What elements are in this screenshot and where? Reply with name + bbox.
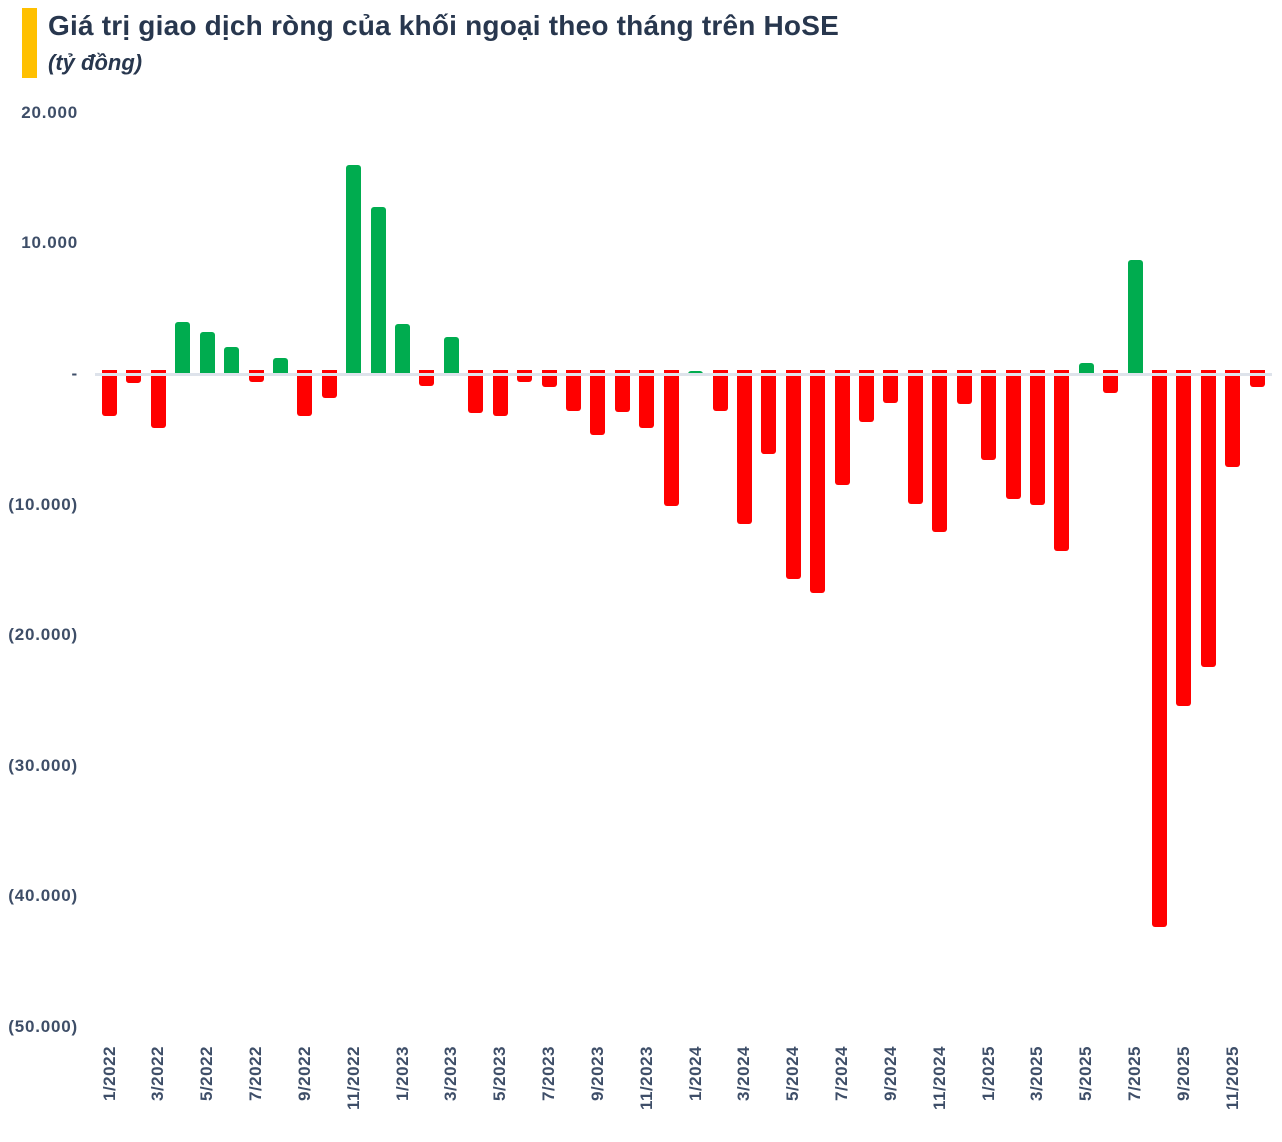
x-tick-label: 7/2022	[246, 1046, 266, 1101]
bar-9/2023	[590, 370, 606, 436]
bar-4/2022	[175, 321, 191, 376]
bar-4/2025	[1054, 370, 1070, 551]
x-tick-label: 7/2024	[832, 1046, 852, 1101]
x-tick-label: 5/2025	[1076, 1046, 1096, 1101]
x-tick-label: 3/2025	[1027, 1046, 1047, 1101]
x-tick-label: 11/2022	[343, 1046, 363, 1111]
bar-5/2022	[199, 332, 215, 376]
bar-8/2024	[859, 370, 875, 423]
zero-axis-line	[95, 373, 1272, 376]
bar-9/2022	[297, 370, 313, 416]
chart-title: Giá trị giao dịch ròng của khối ngoại th…	[48, 10, 839, 41]
bar-2/2024	[712, 370, 728, 412]
bar-12/2024	[956, 370, 972, 405]
bar-9/2025	[1176, 370, 1192, 706]
x-tick-label: 9/2025	[1173, 1046, 1193, 1101]
x-tick-label: 1/2022	[99, 1046, 119, 1101]
bar-5/2023	[492, 370, 508, 417]
x-tick-label: 3/2024	[734, 1046, 754, 1101]
bar-2/2025	[1005, 370, 1021, 500]
bar-11/2024	[932, 370, 948, 533]
y-tick-label: (20.000)	[8, 625, 78, 645]
bar-10/2023	[614, 370, 630, 412]
bar-9/2024	[883, 370, 899, 404]
bar-10/2022	[321, 370, 337, 398]
x-tick-label: 9/2022	[294, 1046, 314, 1101]
bar-6/2022	[224, 346, 240, 376]
x-tick-label: 3/2023	[441, 1046, 461, 1101]
y-tick-label: -	[71, 364, 78, 383]
x-tick-label: 1/2023	[392, 1046, 412, 1101]
x-tick-label: 11/2023	[636, 1046, 656, 1111]
bar-4/2023	[468, 370, 484, 414]
y-tick-label: 20.000	[21, 102, 78, 122]
title-accent-bar	[22, 8, 37, 78]
bar-8/2025	[1152, 370, 1168, 928]
x-tick-label: 1/2025	[978, 1046, 998, 1101]
y-tick-label: (10.000)	[8, 494, 78, 514]
y-tick-label: (40.000)	[8, 886, 78, 906]
chart-subtitle: (tỷ đồng)	[48, 50, 143, 75]
x-tick-label: 5/2024	[783, 1046, 803, 1101]
y-tick-label: (30.000)	[8, 755, 78, 775]
bar-3/2024	[736, 370, 752, 525]
bar-11/2025	[1225, 370, 1241, 468]
bar-12/2022	[370, 206, 386, 376]
x-tick-label: 11/2025	[1222, 1046, 1242, 1111]
bar-4/2024	[761, 370, 777, 455]
y-tick-label: 10.000	[21, 233, 78, 253]
y-tick-label: (50.000)	[8, 1017, 78, 1036]
bar-10/2024	[907, 370, 923, 504]
bar-11/2022	[346, 165, 362, 376]
bar-7/2025	[1127, 260, 1143, 376]
x-tick-label: 9/2023	[587, 1046, 607, 1101]
x-tick-label: 3/2022	[148, 1046, 168, 1101]
bar-10/2025	[1200, 370, 1216, 667]
x-tick-label: 5/2022	[197, 1046, 217, 1101]
bar-2/2022	[126, 370, 142, 384]
bar-5/2025	[1078, 362, 1094, 376]
bar-11/2023	[639, 370, 655, 428]
bar-1/2023	[395, 323, 411, 376]
bar-3/2023	[443, 337, 459, 376]
x-tick-label: 11/2024	[929, 1046, 949, 1111]
bar-6/2024	[810, 370, 826, 594]
x-tick-label: 1/2024	[685, 1046, 705, 1101]
bar-3/2022	[150, 370, 166, 428]
x-tick-label: 5/2023	[490, 1046, 510, 1101]
bar-1/2025	[981, 370, 997, 460]
x-tick-label: 7/2023	[539, 1046, 559, 1101]
bar-5/2024	[785, 370, 801, 580]
bar-8/2023	[565, 370, 581, 411]
bar-8/2022	[272, 358, 288, 376]
bar-1/2022	[102, 370, 117, 416]
x-tick-label: 9/2024	[880, 1046, 900, 1101]
x-tick-label: 7/2025	[1125, 1046, 1145, 1101]
bar-3/2025	[1029, 370, 1045, 506]
bar-7/2024	[834, 370, 850, 485]
bar-12/2023	[663, 370, 679, 506]
